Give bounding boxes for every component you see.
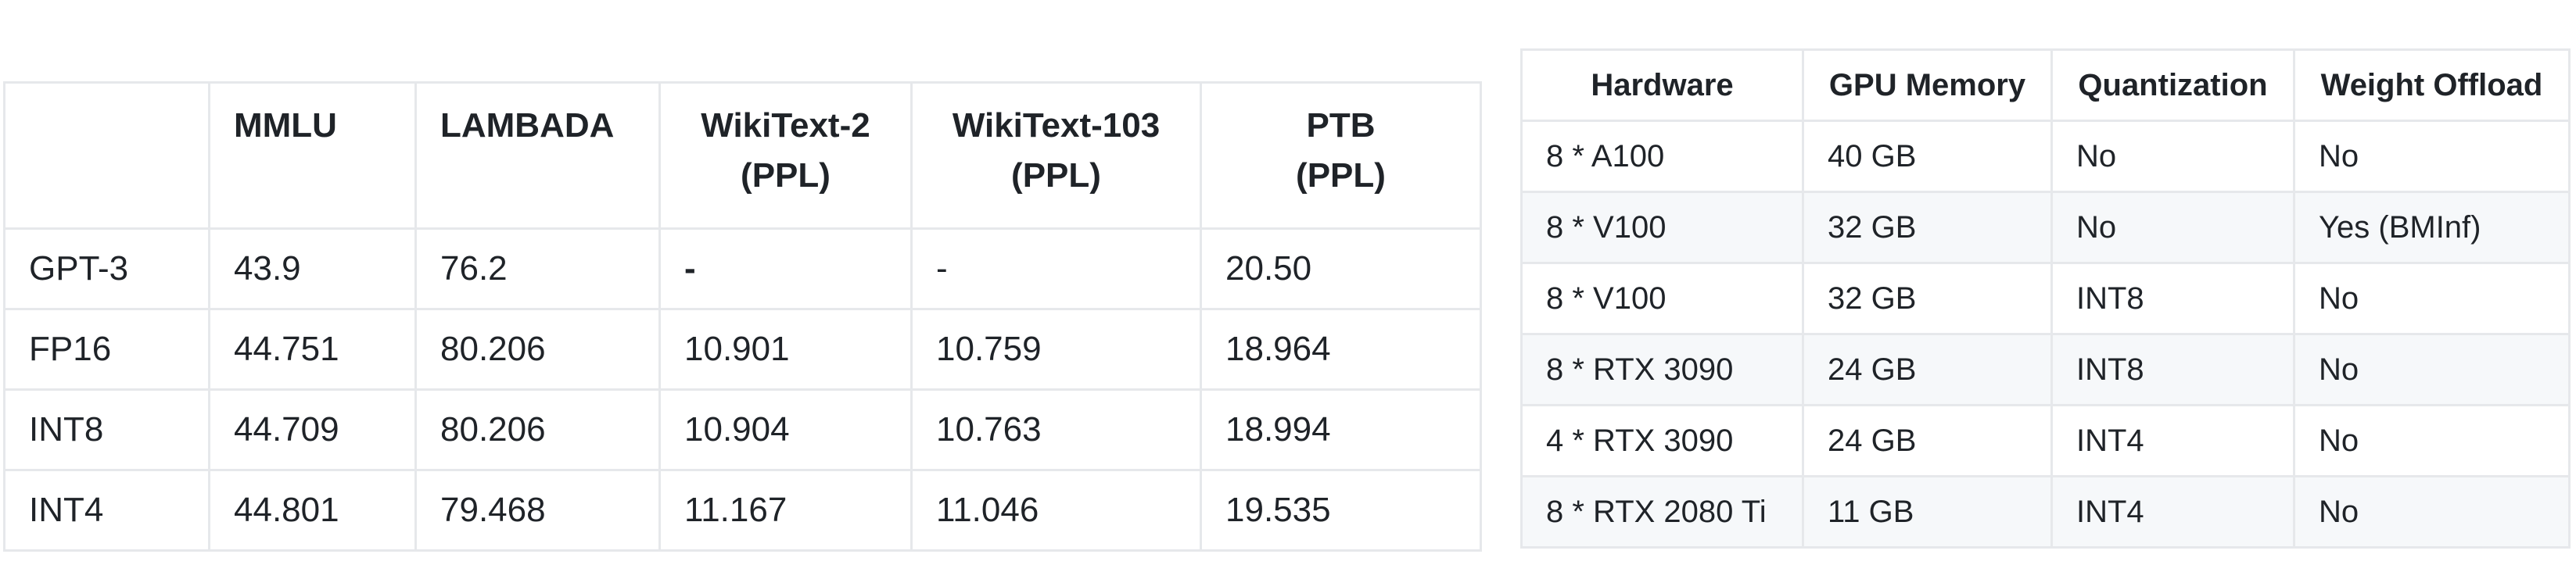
model-cell: INT4 — [3, 469, 210, 552]
table-row: 8 * V100 32 GB No Yes (BMInf) — [1520, 191, 2571, 264]
quantization-cell: INT8 — [2050, 262, 2295, 335]
benchmark-header-wikitext2-name: WikiText-2 — [701, 106, 870, 145]
mmlu-cell: 44.751 — [208, 308, 417, 391]
table-row: 4 * RTX 3090 24 GB INT4 No — [1520, 404, 2571, 477]
gpu-memory-cell: 24 GB — [1802, 404, 2053, 477]
ptb-cell: 20.50 — [1200, 227, 1482, 310]
hardware-header-quantization: Quantization — [2050, 48, 2295, 122]
gpu-memory-cell: 32 GB — [1802, 191, 2053, 264]
hardware-cell: 8 * A100 — [1520, 120, 1804, 193]
benchmark-header-wikitext103-unit: (PPL) — [1011, 156, 1101, 195]
hardware-cell: 8 * V100 — [1520, 191, 1804, 264]
wikitext2-cell: 10.901 — [658, 308, 913, 391]
ptb-cell: 18.964 — [1200, 308, 1482, 391]
hardware-table: Hardware GPU Memory Quantization Weight … — [1520, 48, 2571, 549]
lambada-cell: 80.206 — [414, 308, 661, 391]
hardware-cell: 8 * RTX 3090 — [1520, 333, 1804, 406]
hardware-header-hardware: Hardware — [1520, 48, 1804, 122]
ptb-cell: 19.535 — [1200, 469, 1482, 552]
quantization-cell: INT4 — [2050, 475, 2295, 549]
model-cell: GPT-3 — [3, 227, 210, 310]
hardware-cell: 8 * RTX 2080 Ti — [1520, 475, 1804, 549]
table-row: 8 * RTX 3090 24 GB INT8 No — [1520, 333, 2571, 406]
hardware-header-gpu-memory: GPU Memory — [1802, 48, 2053, 122]
quantization-cell: INT8 — [2050, 333, 2295, 406]
wikitext103-cell: 10.763 — [910, 388, 1202, 471]
hardware-cell: 8 * V100 — [1520, 262, 1804, 335]
quantization-cell: No — [2050, 120, 2295, 193]
table-row: INT4 44.801 79.468 11.167 11.046 19.535 — [3, 469, 1482, 552]
weight-offload-cell: No — [2293, 404, 2571, 477]
lambada-cell: 79.468 — [414, 469, 661, 552]
benchmark-header-empty — [3, 81, 210, 230]
benchmark-header-wikitext2-unit: (PPL) — [741, 156, 831, 195]
gpu-memory-cell: 24 GB — [1802, 333, 2053, 406]
gpu-memory-cell: 32 GB — [1802, 262, 2053, 335]
benchmark-header-wikitext103: WikiText-103 (PPL) — [910, 81, 1202, 230]
benchmark-header-wikitext2: WikiText-2 (PPL) — [658, 81, 913, 230]
model-cell: FP16 — [3, 308, 210, 391]
quantization-cell: No — [2050, 191, 2295, 264]
quantization-cell: INT4 — [2050, 404, 2295, 477]
wikitext103-cell: 11.046 — [910, 469, 1202, 552]
table-row: GPT-3 43.9 76.2 - - 20.50 — [3, 227, 1482, 310]
weight-offload-cell: Yes (BMInf) — [2293, 191, 2571, 264]
gpu-memory-cell: 40 GB — [1802, 120, 2053, 193]
benchmark-header-wikitext103-name: WikiText-103 — [952, 106, 1161, 145]
table-row: 8 * V100 32 GB INT8 No — [1520, 262, 2571, 335]
weight-offload-cell: No — [2293, 333, 2571, 406]
hardware-cell: 4 * RTX 3090 — [1520, 404, 1804, 477]
table-row: INT8 44.709 80.206 10.904 10.763 18.994 — [3, 388, 1482, 471]
table-row: 8 * RTX 2080 Ti 11 GB INT4 No — [1520, 475, 2571, 549]
wikitext103-cell: - — [910, 227, 1202, 310]
hardware-header-weight-offload: Weight Offload — [2293, 48, 2571, 122]
weight-offload-cell: No — [2293, 120, 2571, 193]
benchmark-header-ptb-name: PTB — [1306, 106, 1376, 145]
benchmark-header-ptb-unit: (PPL) — [1296, 156, 1386, 195]
hardware-header-row: Hardware GPU Memory Quantization Weight … — [1520, 48, 2571, 122]
benchmark-header-lambada: LAMBADA — [414, 81, 661, 230]
benchmark-table: MMLU LAMBADA WikiText-2 (PPL) WikiText-1… — [3, 81, 1482, 552]
benchmark-header-mmlu: MMLU — [208, 81, 417, 230]
gpu-memory-cell: 11 GB — [1802, 475, 2053, 549]
benchmark-header-ptb: PTB (PPL) — [1200, 81, 1482, 230]
lambada-cell: 80.206 — [414, 388, 661, 471]
wikitext2-cell: 10.904 — [658, 388, 913, 471]
mmlu-cell: 44.709 — [208, 388, 417, 471]
table-row: FP16 44.751 80.206 10.901 10.759 18.964 — [3, 308, 1482, 391]
table-row: 8 * A100 40 GB No No — [1520, 120, 2571, 193]
lambada-cell: 76.2 — [414, 227, 661, 310]
benchmark-header-row: MMLU LAMBADA WikiText-2 (PPL) WikiText-1… — [3, 81, 1482, 230]
weight-offload-cell: No — [2293, 262, 2571, 335]
ptb-cell: 18.994 — [1200, 388, 1482, 471]
wikitext2-cell: - — [658, 227, 913, 310]
wikitext103-cell: 10.759 — [910, 308, 1202, 391]
mmlu-cell: 44.801 — [208, 469, 417, 552]
weight-offload-cell: No — [2293, 475, 2571, 549]
wikitext2-cell: 11.167 — [658, 469, 913, 552]
mmlu-cell: 43.9 — [208, 227, 417, 310]
model-cell: INT8 — [3, 388, 210, 471]
